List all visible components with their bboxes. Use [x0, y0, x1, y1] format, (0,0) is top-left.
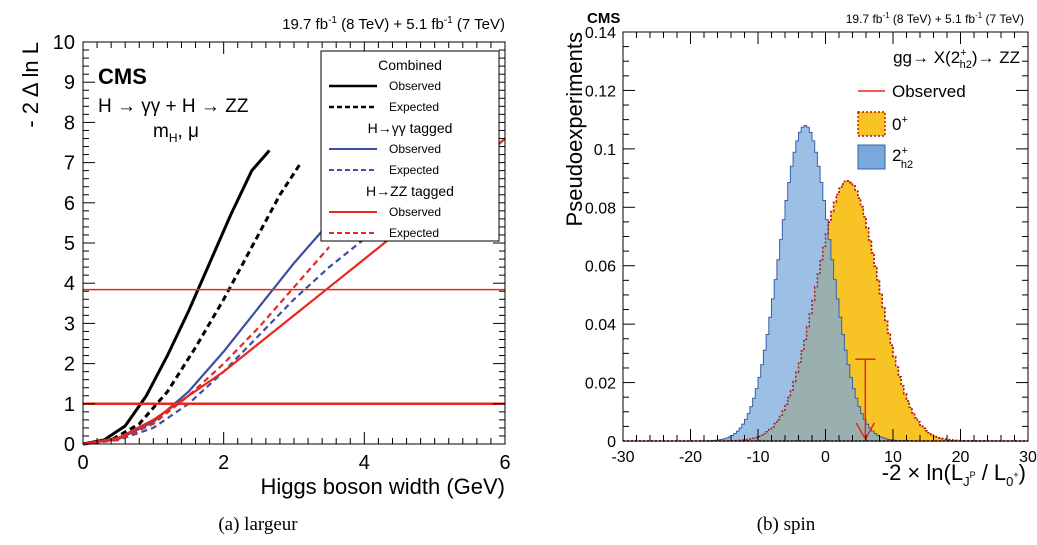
- x-tick-label: 30: [1019, 449, 1037, 466]
- caption-a: (a) largeur: [218, 514, 298, 535]
- y-tick-label: 3: [64, 313, 75, 335]
- legend-entry-label: Expected: [389, 163, 439, 177]
- legend-label-2plus-h2: 2+ h2: [892, 145, 913, 171]
- legend-b: Observed 0+ 2+ h2: [857, 82, 966, 171]
- legend-label-observed: Observed: [892, 82, 966, 101]
- legend-entry-label: Observed: [389, 79, 441, 93]
- width-scan-chart: 19.7 fb-1 (8 TeV) + 5.1 fb-1 (7 TeV) 0 1 2…: [18, 15, 511, 535]
- caption-b: (b) spin: [757, 514, 816, 535]
- legend-swatch-0plus: [857, 111, 886, 137]
- y-tick-label: 0.02: [585, 376, 616, 393]
- hist-2plus-h2: [623, 124, 1028, 442]
- x-axis-label-b: -2 × ln(LJP / L0+): [882, 460, 1026, 489]
- y-tick-label: 0.14: [585, 25, 616, 42]
- histograms: [623, 124, 1028, 442]
- spin-hypothesis-chart: CMS 19.7 fb-1 (8 TeV) + 5.1 fb-1 (7 TeV)…: [562, 10, 1037, 535]
- legend-box: [320, 50, 500, 242]
- y-tick-label: 0.12: [585, 83, 616, 100]
- x-tick-label: 0: [77, 452, 88, 474]
- x-tick-label: 0: [821, 449, 830, 466]
- y-tick-label: 6: [64, 193, 75, 215]
- y-tick-label: 0: [607, 434, 616, 451]
- process-label: gg→ X(2+ h2)→ ZZ: [893, 47, 1020, 71]
- legend-label-0plus: 0+: [892, 114, 908, 134]
- legend-entry-label: Observed: [389, 142, 441, 156]
- series-line-0: [82, 149, 271, 446]
- y-tick-label: 0.08: [585, 200, 616, 217]
- legend-section-title: H→γγ tagged: [368, 120, 453, 136]
- y-tick-label: 8: [64, 112, 75, 134]
- x-tick-label: 10: [884, 449, 902, 466]
- experiment-label: CMS: [98, 64, 147, 89]
- x-tick-label: -30: [611, 449, 634, 466]
- y-axis-label-b: Pseudoexperiments: [562, 32, 587, 226]
- experiment-label-b: CMS: [587, 10, 620, 27]
- y-tick-label: 7: [64, 153, 75, 175]
- y-tick-label: 4: [64, 273, 75, 295]
- y-tick-label: 0: [64, 434, 75, 456]
- legend-entry-label: Expected: [389, 226, 439, 240]
- series-line-3: [82, 121, 496, 446]
- y-axis-label: - 2 Δ ln L: [18, 42, 43, 128]
- axis-ticks-b: 0 0.02 0.04 0.06 0.08 0.1 0.12 0.14 -30 -20 -10 0 10…: [585, 25, 1037, 466]
- channel-label: H → γγ + H → ZZ: [98, 96, 249, 117]
- series-line-5: [82, 246, 331, 446]
- legend-entry-label: Expected: [389, 100, 439, 114]
- x-tick-label: 20: [952, 449, 970, 466]
- x-tick-label: 2: [218, 452, 229, 474]
- lumi-header-a: 19.7 fb-1 (8 TeV) + 5.1 fb-1 (7 TeV): [282, 15, 505, 33]
- legend: Combined Observed Expected H→γγ tagged Obser…: [320, 50, 500, 242]
- lumi-header-b: 19.7 fb-1 (8 TeV) + 5.1 fb-1 (7 TeV): [846, 11, 1024, 26]
- y-tick-label: 0.06: [585, 259, 616, 276]
- y-tick-label: 1: [64, 394, 75, 416]
- x-tick-label: 6: [499, 452, 510, 474]
- y-tick-label: 10: [53, 32, 75, 54]
- axis-ticks: 0 1 2 3 4 5 6 7 8 9 10 0 2 4 6: [53, 32, 511, 474]
- x-tick-label: -10: [746, 449, 769, 466]
- x-axis-label: Higgs boson width (GeV): [260, 474, 505, 499]
- series-line-1: [82, 161, 303, 446]
- y-tick-label: 2: [64, 354, 75, 376]
- y-tick-label: 9: [64, 72, 75, 94]
- threshold-lines: [83, 288, 505, 406]
- observed-arrowhead: [855, 422, 875, 441]
- params-label: mH, μ: [153, 121, 199, 145]
- legend-entry-label: Observed: [389, 205, 441, 219]
- y-tick-label: 0.04: [585, 317, 616, 334]
- y-tick-label: 0.1: [594, 142, 616, 159]
- legend-section-title: H→ZZ tagged: [366, 183, 454, 199]
- x-tick-label: 4: [359, 452, 370, 474]
- y-tick-label: 5: [64, 233, 75, 255]
- legend-section-title: Combined: [378, 57, 442, 73]
- legend-swatch-2plus-h2: [857, 144, 886, 170]
- x-tick-label: -20: [679, 449, 702, 466]
- observed-marker: [855, 358, 876, 441]
